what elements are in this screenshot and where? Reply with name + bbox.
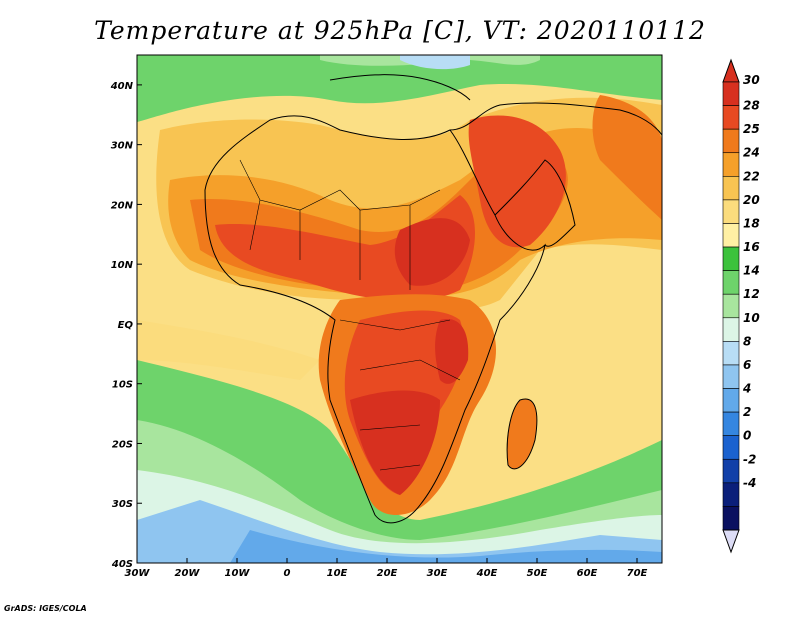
colorbar-swatch	[722, 270, 740, 295]
lon-tick-label: 10W	[225, 568, 251, 579]
colorbar-label: 18	[743, 216, 760, 230]
temperature-field	[137, 55, 662, 563]
colorbar-swatch	[722, 341, 740, 366]
colorbar-label: 2	[743, 405, 751, 419]
colorbar-swatch	[722, 105, 740, 130]
colorbar-label: 20	[743, 193, 760, 207]
plot-frame	[136, 54, 663, 564]
colorbar-label: 16	[743, 240, 760, 254]
colorbar-swatch	[722, 81, 740, 106]
colorbar-label: 6	[743, 358, 751, 372]
lon-tick-label: 0	[284, 568, 291, 579]
colorbar-swatch	[722, 411, 740, 436]
colorbar-swatch	[722, 317, 740, 342]
coastlines	[204, 74, 663, 524]
colorbar-label: 24	[743, 146, 760, 160]
axis-tick-labels: 30W 20W 10W 0 10E 20E 30E 40E 50E 60E 70E 40N 30N 20N…	[110, 81, 648, 579]
lat-tick-label: 10S	[112, 380, 133, 391]
country-borders	[239, 159, 461, 471]
colorbar-label: 0	[743, 429, 751, 443]
lat-tick-label: EQ	[118, 320, 134, 331]
colorbar-swatch	[722, 458, 740, 484]
colorbar-top-arrow	[722, 58, 740, 83]
colorbar-label: 25	[743, 122, 760, 136]
colorbar-swatch	[722, 176, 740, 201]
colorbar-swatch	[722, 435, 740, 460]
lat-tick-label: 30S	[112, 499, 133, 510]
lat-tick-label: 20N	[111, 200, 134, 211]
colorbar-label: 30	[743, 73, 760, 87]
lon-tick-label: 20E	[377, 568, 398, 579]
lat-tick-label: 30N	[111, 141, 134, 152]
map-title: Temperature at 925hPa [C], VT: 202011011…	[94, 16, 706, 45]
colorbar-label: -2	[743, 452, 756, 466]
colorbar-label: 28	[743, 99, 760, 113]
axis-ticks	[136, 84, 638, 564]
lon-tick-label: 10E	[327, 568, 348, 579]
colorbar-swatch	[722, 482, 740, 507]
lon-tick-label: 50E	[527, 568, 548, 579]
colorbar-label: 22	[743, 169, 760, 183]
colorbar-swatch	[722, 199, 740, 224]
colorbar-swatch	[722, 506, 740, 531]
colorbar-swatch	[722, 246, 740, 271]
colorbar-swatch	[722, 364, 740, 389]
colorbar-label: 4	[742, 382, 751, 396]
colorbar-swatch	[722, 152, 740, 177]
lat-tick-label: 20S	[112, 439, 133, 450]
colorbar-bottom-arrow	[722, 529, 740, 554]
colorbar-label: 12	[743, 287, 760, 301]
lat-tick-label: 40S	[111, 559, 133, 570]
lat-tick-label: 10N	[111, 260, 134, 271]
lat-tick-label: 40N	[110, 81, 134, 92]
lon-tick-label: 40E	[476, 568, 498, 579]
colorbar-label: -4	[743, 476, 756, 490]
colorbar-label: 14	[743, 264, 760, 278]
lon-tick-label: 30W	[125, 568, 151, 579]
credit-label: GrADS: IGES/COLA	[4, 604, 87, 613]
lon-tick-label: 60E	[577, 568, 598, 579]
colorbar-swatch	[722, 223, 740, 248]
lon-tick-label: 20W	[175, 568, 201, 579]
colorbar-label: 8	[743, 334, 751, 348]
lon-tick-label: 70E	[627, 568, 648, 579]
lon-tick-label: 30E	[427, 568, 448, 579]
colorbar-swatch	[722, 388, 740, 413]
colorbar-swatch	[722, 293, 740, 319]
colorbar-swatch	[722, 128, 740, 154]
colorbar-label: 10	[743, 311, 760, 325]
